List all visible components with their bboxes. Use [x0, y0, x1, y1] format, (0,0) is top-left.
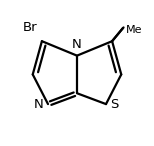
Text: S: S	[111, 98, 119, 111]
Text: N: N	[34, 98, 43, 111]
Text: Br: Br	[23, 21, 37, 34]
Text: N: N	[72, 38, 82, 51]
Text: Me: Me	[126, 25, 142, 35]
